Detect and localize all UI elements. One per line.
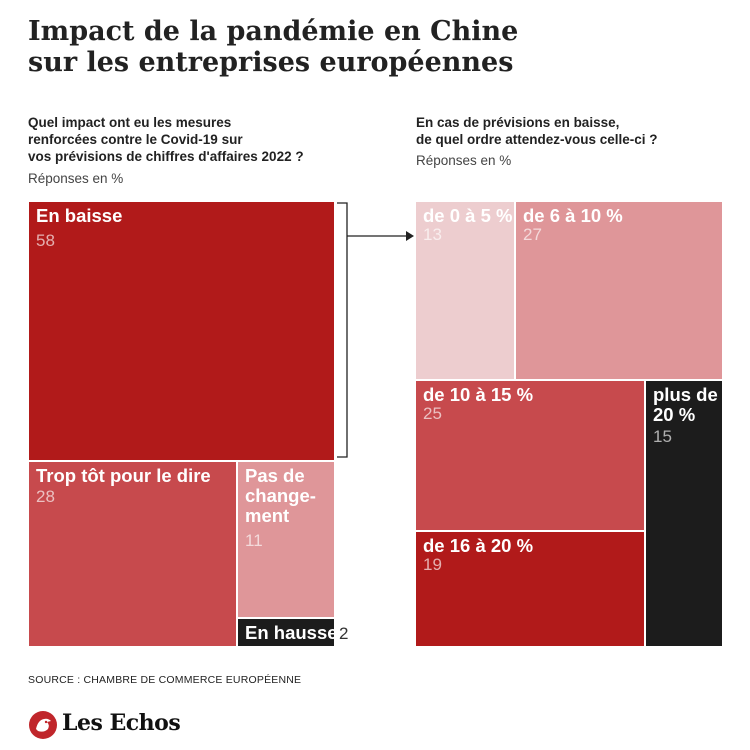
tile-label: En baisse (36, 206, 122, 226)
bracket-arrow-connector (337, 202, 414, 458)
tile-label-line: En hausse (245, 622, 334, 643)
tile-value: 25 (423, 404, 442, 423)
treemap-tile: de 0 à 5 % 13 (416, 202, 514, 379)
logo-text: Les Echos (62, 710, 181, 736)
right-question-line-1: En cas de prévisions en baisse, (416, 115, 620, 130)
chart-title: Impact de la pandémie en Chine sur les e… (28, 16, 728, 78)
tile-value: 58 (36, 231, 55, 250)
treemap-tile: En baisse 58 (29, 202, 334, 460)
tile-label-line: change- (245, 485, 316, 506)
tile-value: 27 (523, 225, 542, 244)
tile-label-line: ment (245, 505, 290, 526)
tile-label-line: de 0 à 5 % (423, 205, 513, 226)
treemap-tile: plus de 20 % 15 (646, 381, 722, 646)
bracket (337, 202, 348, 458)
tile-label-line: Trop tôt pour le dire (36, 465, 211, 486)
tile-value: 2 (339, 624, 349, 643)
left-question-line-2: renforcées contre le Covid-19 sur (28, 132, 243, 147)
source-note: SOURCE : CHAMBRE DE COMMERCE EUROPÉENNE (28, 674, 302, 686)
left-question: Quel impact ont eu les mesures renforcée… (28, 114, 304, 165)
treemap-tile: de 10 à 15 % 25 (416, 381, 644, 530)
treemap-tile: de 6 à 10 % 27 (516, 202, 722, 379)
tile-value: 11 (245, 531, 263, 550)
tile-label: Trop tôt pour le dire (36, 466, 211, 486)
tile-label: de 6 à 10 % (523, 206, 623, 226)
tile-label-line: Pas de (245, 465, 305, 486)
left-unit-label: Réponses en % (28, 171, 124, 186)
treemap-tile: Trop tôt pour le dire 28 (29, 462, 236, 646)
right-question: En cas de prévisions en baisse, de quel … (416, 114, 658, 148)
right-unit-label: Réponses en % (416, 153, 512, 168)
tile-label-line: de 10 à 15 % (423, 384, 534, 405)
rooster-icon (29, 711, 57, 739)
treemap-tile: En hausse (238, 619, 334, 646)
tile-value: 28 (36, 487, 55, 506)
tile-value: 15 (653, 427, 672, 446)
tile-label-line: de 16 à 20 % (423, 535, 534, 556)
tile-label-line: de 6 à 10 % (523, 205, 623, 226)
tile-label-line: 20 % (653, 404, 696, 425)
title-line-2: sur les entreprises européennes (28, 47, 514, 78)
tile-label: de 16 à 20 % (423, 536, 533, 556)
tile-label: Pas de change-ment (245, 466, 316, 526)
left-question-line-1: Quel impact ont eu les mesures (28, 115, 232, 130)
arrow-head (406, 231, 414, 241)
tile-label: de 10 à 15 % (423, 385, 533, 405)
treemap-tile: de 16 à 20 % 19 (416, 532, 644, 646)
tile-label-line: plus de (653, 384, 718, 405)
tile-label: de 0 à 5 % (423, 206, 512, 226)
right-question-line-2: de quel ordre attendez-vous celle-ci ? (416, 132, 658, 147)
left-question-line-3: vos prévisions de chiffres d'affaires 20… (28, 149, 304, 164)
title-line-1: Impact de la pandémie en Chine (28, 16, 519, 47)
treemap-tile: Pas de change-ment 11 (238, 462, 334, 617)
tile-value: 13 (423, 225, 442, 244)
tile-label: plus de 20 % (653, 385, 718, 425)
tile-label-line: En baisse (36, 205, 123, 226)
tile-value: 19 (423, 555, 442, 574)
tile-label: En hausse (245, 623, 334, 643)
